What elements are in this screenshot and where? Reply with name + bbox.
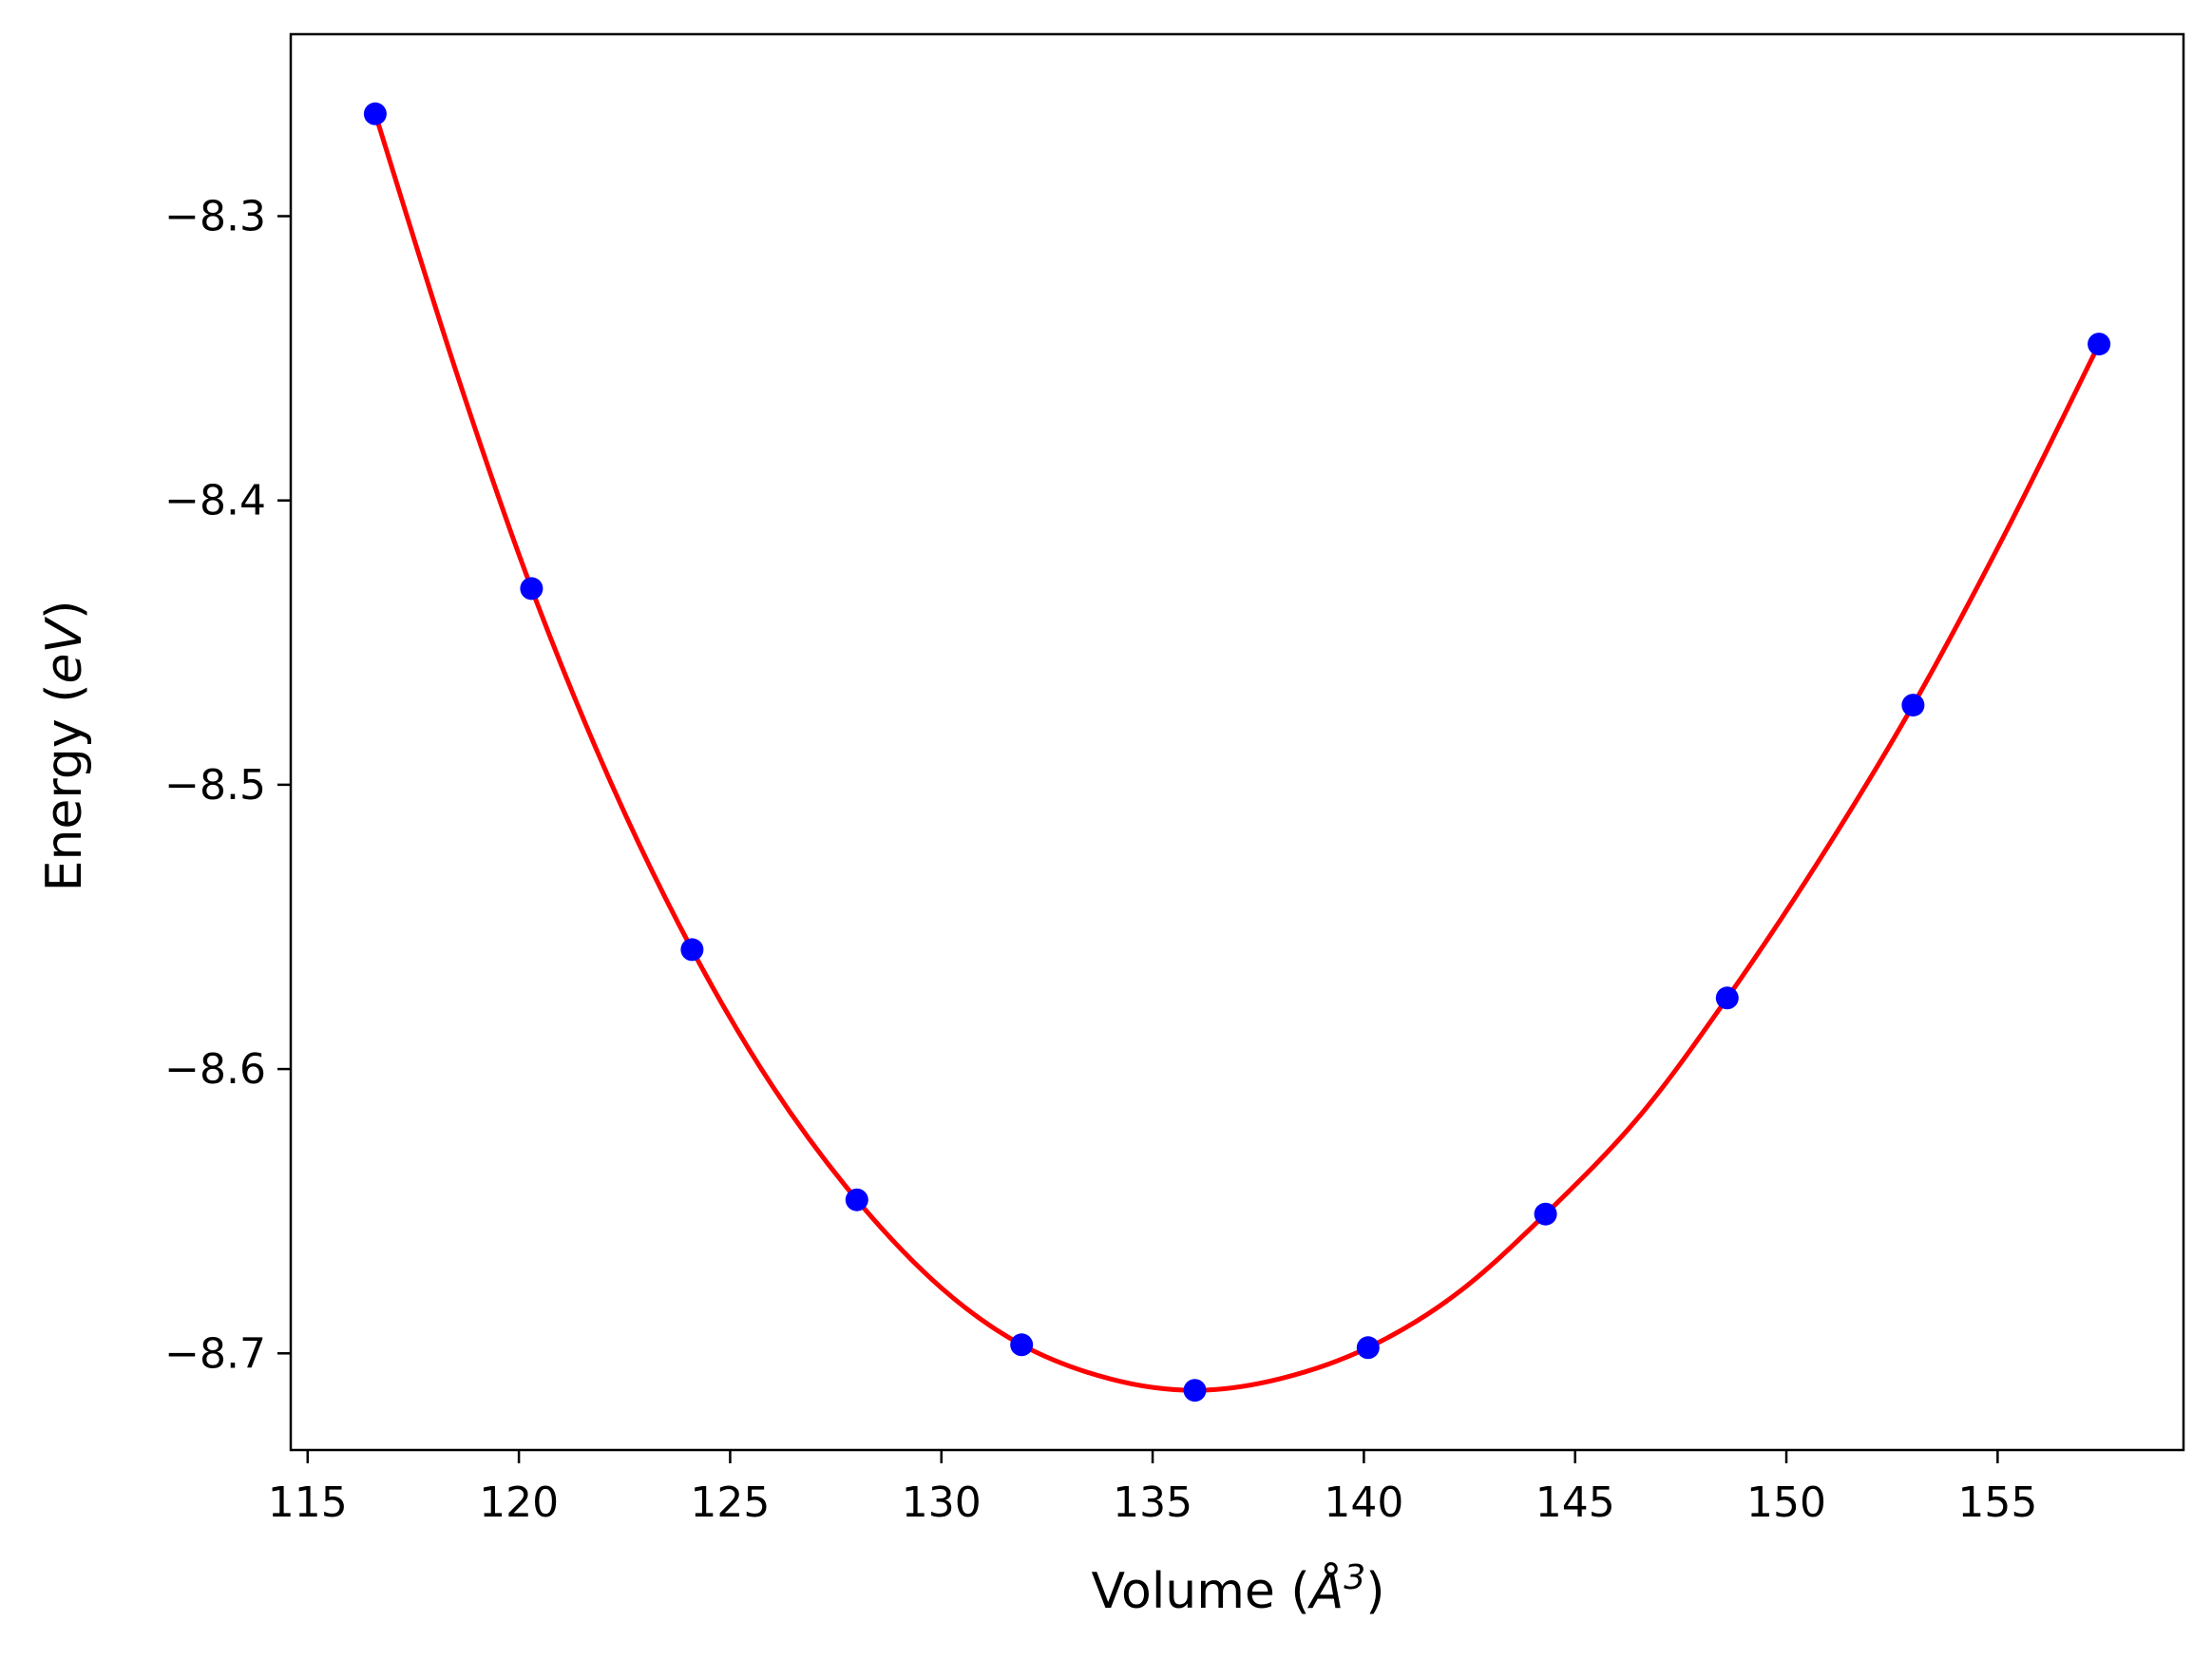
plot-area <box>363 102 2111 1402</box>
x-tick-label: 135 <box>1113 1479 1192 1527</box>
data-point <box>1715 986 1739 1010</box>
data-point <box>680 938 704 962</box>
data-point <box>1901 694 1925 717</box>
y-tick-label: −8.3 <box>164 192 266 240</box>
data-point <box>1010 1333 1034 1357</box>
y-axis-label: Energy (eV) <box>36 601 93 892</box>
y-tick-label: −8.5 <box>164 761 266 810</box>
x-axis-ticks: 115 120 125 130 135 140 145 150 155 <box>268 1450 2037 1527</box>
data-point <box>1183 1379 1207 1402</box>
x-tick-label: 155 <box>1957 1479 2037 1527</box>
x-axis-label: Volume (Å3) <box>1092 1558 1385 1620</box>
data-point <box>520 577 543 601</box>
y-tick-label: −8.7 <box>164 1329 266 1378</box>
fit-curve <box>372 111 2102 1393</box>
data-points <box>363 102 2111 1402</box>
data-point <box>1534 1202 1557 1226</box>
x-tick-label: 125 <box>690 1479 770 1527</box>
data-point <box>363 102 387 125</box>
x-tick-label: 115 <box>268 1479 348 1527</box>
data-point <box>2088 333 2111 356</box>
axes-frame <box>289 32 2185 1452</box>
data-point <box>845 1188 868 1212</box>
x-tick-label: 145 <box>1535 1479 1615 1527</box>
x-tick-label: 150 <box>1746 1479 1826 1527</box>
y-tick-label: −8.4 <box>164 477 266 525</box>
x-tick-label: 140 <box>1324 1479 1403 1527</box>
y-axis-ticks: −8.3 −8.4 −8.5 −8.6 −8.7 <box>164 192 291 1378</box>
x-tick-label: 130 <box>902 1479 982 1527</box>
data-point <box>1356 1336 1380 1360</box>
y-tick-label: −8.6 <box>164 1045 266 1094</box>
x-tick-label: 120 <box>479 1479 559 1527</box>
